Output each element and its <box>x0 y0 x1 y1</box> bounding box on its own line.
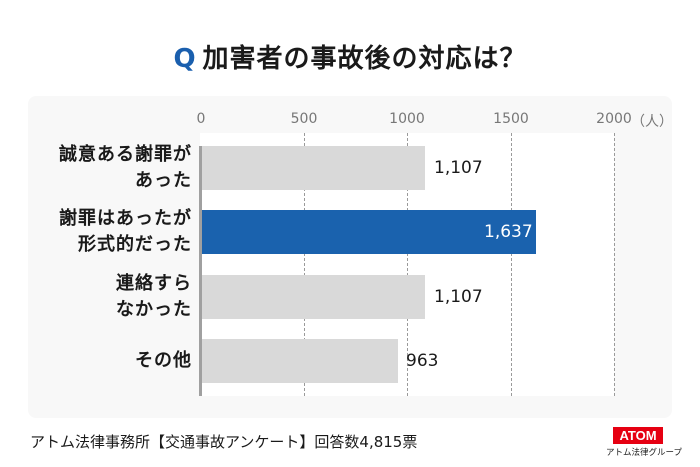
chart-title-text: 加害者の事故後の対応は？ <box>202 44 527 74</box>
logo-subtitle: アトム法律グループ <box>606 448 682 458</box>
bar-sincere-apology <box>202 146 425 190</box>
x-tick-2000: 2000 <box>596 111 632 127</box>
category-label: 謝罪はあったが 形式的だった <box>59 208 192 255</box>
x-tick-500: 500 <box>290 111 318 127</box>
logo-mark: ATOM <box>613 427 663 444</box>
x-tick-1500: 1500 <box>493 111 529 127</box>
value-label: 1,107 <box>434 287 483 307</box>
x-tick-0: 0 <box>196 111 206 127</box>
value-label: 1,637 <box>484 222 533 242</box>
y-axis-line <box>199 146 202 396</box>
bar-formal-apology <box>202 210 536 254</box>
gridline-1500 <box>511 133 512 396</box>
category-label: 誠意ある謝罪が あった <box>59 144 192 191</box>
gridline-500 <box>304 133 305 396</box>
value-label: 1,107 <box>434 158 483 178</box>
atom-logo: ATOM アトム法律グループ <box>606 425 682 458</box>
category-label: その他 <box>135 350 192 371</box>
bar-other <box>202 339 398 383</box>
value-label: 963 <box>406 351 439 371</box>
gridline-2000 <box>614 133 615 396</box>
category-label: 連絡すら なかった <box>116 273 192 320</box>
source-note: アトム法律事務所【交通事故アンケート】回答数4,815票 <box>30 433 418 451</box>
chart-title: Q 加害者の事故後の対応は？ <box>0 38 700 75</box>
x-tick-1000: 1000 <box>389 111 425 127</box>
bar-no-contact <box>202 275 425 319</box>
gridline-1000 <box>407 133 408 396</box>
x-axis-unit: （人） <box>631 114 673 130</box>
question-mark-icon: Q <box>173 44 197 74</box>
